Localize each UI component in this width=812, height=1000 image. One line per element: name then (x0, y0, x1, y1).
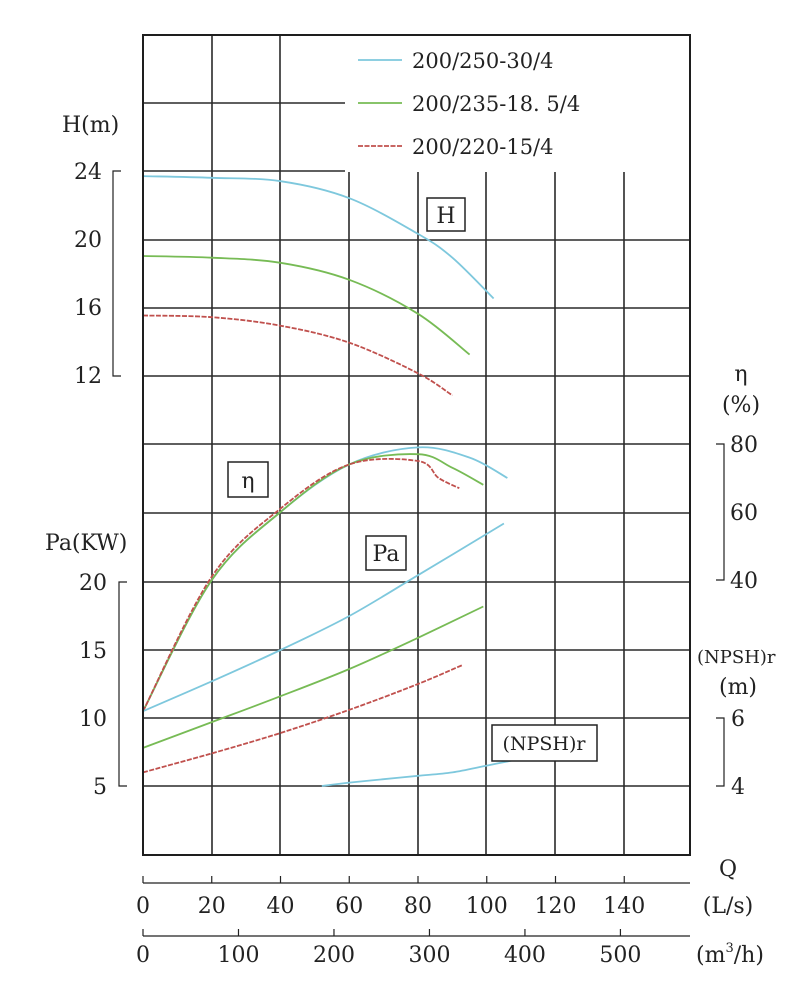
flow-m3h-ticks: 0 100 200 300 400 500 (136, 929, 641, 968)
npsh-axis-unit: (m) (719, 675, 757, 700)
power-axis: Pa(KW) 20 15 10 5 (45, 531, 127, 800)
head-tick-label: 20 (74, 228, 102, 253)
head-curve-label: H (426, 197, 466, 232)
flow-m3h-tick-label: 100 (217, 943, 259, 968)
efficiency-axis: η (%) 80 60 40 (716, 362, 760, 594)
head-axis-bracket (112, 170, 121, 377)
flow-ls-tick-label: 120 (535, 894, 577, 919)
npsh-axis-label: (NPSH)r (697, 647, 776, 668)
power-tick-label: 15 (79, 639, 107, 664)
head-axis: H(m) 24 20 16 12 (62, 113, 121, 389)
power-curve-1 (142, 522, 505, 713)
npsh-tick-label: 4 (731, 775, 745, 800)
efficiency-curve-1 (142, 446, 508, 712)
head-curve-2 (142, 255, 471, 356)
power-curve-label: Pa (365, 535, 407, 571)
power-tick-label: 20 (79, 571, 107, 596)
efficiency-curve-2 (142, 453, 484, 712)
npsh-tick-label: 6 (731, 707, 745, 732)
flow-ls-ticks: 0 20 40 60 80 100 120 140 (136, 876, 645, 919)
npsh-axis-bracket (716, 717, 725, 787)
power-axis-bracket (118, 581, 127, 787)
head-tick-label: 24 (74, 160, 102, 185)
power-tick-labels: 20 15 10 5 (79, 571, 107, 800)
flow-m3h-tick-label: 200 (313, 943, 355, 968)
flow-ls-unit: (L/s) (703, 894, 753, 919)
efficiency-tick-labels: 80 60 40 (730, 433, 758, 594)
head-tick-label: 16 (74, 296, 102, 321)
efficiency-curve-label: η (227, 461, 269, 498)
svg-text:Pa: Pa (373, 542, 400, 567)
power-curve-2 (142, 605, 484, 749)
plot-frame (142, 34, 691, 856)
npsh-curve-label: (NPSH)r (491, 724, 598, 762)
efficiency-tick-label: 80 (730, 433, 758, 458)
efficiency-tick-label: 60 (730, 501, 758, 526)
flow-m3h-tick-label: 500 (599, 943, 641, 968)
flow-ls-axis: Q 0 20 40 60 80 100 120 140 (L/s) (136, 857, 753, 919)
svg-text:H: H (436, 204, 455, 229)
flow-m3h-tick-label: 400 (504, 943, 546, 968)
svg-text:(NPSH)r: (NPSH)r (503, 733, 587, 755)
power-axis-label: Pa(KW) (45, 531, 127, 556)
power-tick-label: 10 (79, 707, 107, 732)
npsh-tick-labels: 64 (731, 707, 745, 800)
efficiency-tick-label: 40 (730, 569, 758, 594)
head-curve-3 (142, 314, 453, 397)
flow-m3h-tick-label: 0 (136, 943, 150, 968)
flow-ls-tick-label: 80 (404, 894, 432, 919)
legend-entry-3: 200/220-15/4 (412, 135, 554, 159)
power-tick-label: 5 (93, 775, 107, 800)
efficiency-axis-symbol: η (734, 362, 747, 387)
flow-ls-tick-label: 0 (136, 894, 150, 919)
svg-text:η: η (241, 469, 254, 494)
flow-m3h-tick-label: 300 (408, 943, 450, 968)
npsh-axis: (NPSH)r (m) 64 (697, 647, 776, 800)
head-tick-label: 12 (74, 364, 102, 389)
flow-ls-tick-label: 20 (198, 894, 226, 919)
flow-ls-tick-label: 60 (335, 894, 363, 919)
npsh-curve-1 (321, 757, 522, 787)
efficiency-curve-3 (142, 457, 460, 712)
legend: 200/250-30/4 200/235-18. 5/4 200/220-15/… (345, 32, 690, 172)
flow-ls-tick-label: 100 (466, 894, 508, 919)
head-curve-1 (142, 175, 495, 300)
legend-entry-2: 200/235-18. 5/4 (412, 92, 580, 116)
flow-ls-tick-label: 140 (603, 894, 645, 919)
efficiency-axis-bracket (716, 443, 725, 581)
flow-axis-q-label: Q (719, 857, 737, 882)
flow-m3h-unit: (m3/h) (696, 941, 764, 968)
efficiency-axis-unit: (%) (722, 393, 760, 418)
flow-m3h-axis: 0 100 200 300 400 500 (m3/h) (136, 929, 764, 968)
legend-background (345, 32, 690, 172)
legend-entry-1: 200/250-30/4 (412, 49, 554, 73)
head-tick-labels: 24 20 16 12 (74, 160, 102, 389)
curves-layer (142, 175, 522, 787)
flow-ls-tick-label: 40 (267, 894, 295, 919)
head-axis-label: H(m) (62, 113, 119, 138)
power-curve-3 (142, 664, 464, 774)
